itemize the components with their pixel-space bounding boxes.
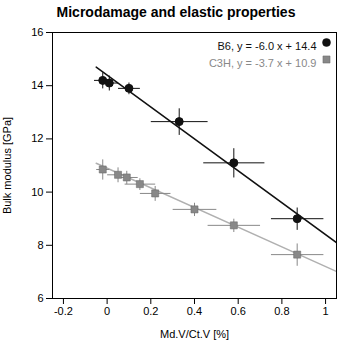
svg-text:-0.2: -0.2 [54,305,73,317]
svg-text:14: 14 [31,79,43,91]
svg-text:8: 8 [37,239,43,251]
svg-text:0.2: 0.2 [143,305,158,317]
svg-text:0: 0 [104,305,110,317]
svg-text:10: 10 [31,186,43,198]
svg-text:1: 1 [323,305,329,317]
svg-text:B6, y = -6.0 x + 14.4: B6, y = -6.0 x + 14.4 [217,40,316,52]
svg-text:0.8: 0.8 [274,305,289,317]
svg-text:0.4: 0.4 [187,305,202,317]
svg-text:Md.V/Ct.V [%]: Md.V/Ct.V [%] [160,328,229,340]
html-text:Microdamage and elastic proper: Microdamage and elastic properties [56,4,296,20]
svg-text:6: 6 [37,292,43,304]
svg-text:0.6: 0.6 [231,305,246,317]
svg-text:12: 12 [31,132,43,144]
svg-text:16: 16 [31,26,43,38]
svg-text:C3H, y = -3.7 x + 10.9: C3H, y = -3.7 x + 10.9 [209,57,317,69]
svg-text:Bulk modulus [GPa]: Bulk modulus [GPa] [1,117,13,214]
